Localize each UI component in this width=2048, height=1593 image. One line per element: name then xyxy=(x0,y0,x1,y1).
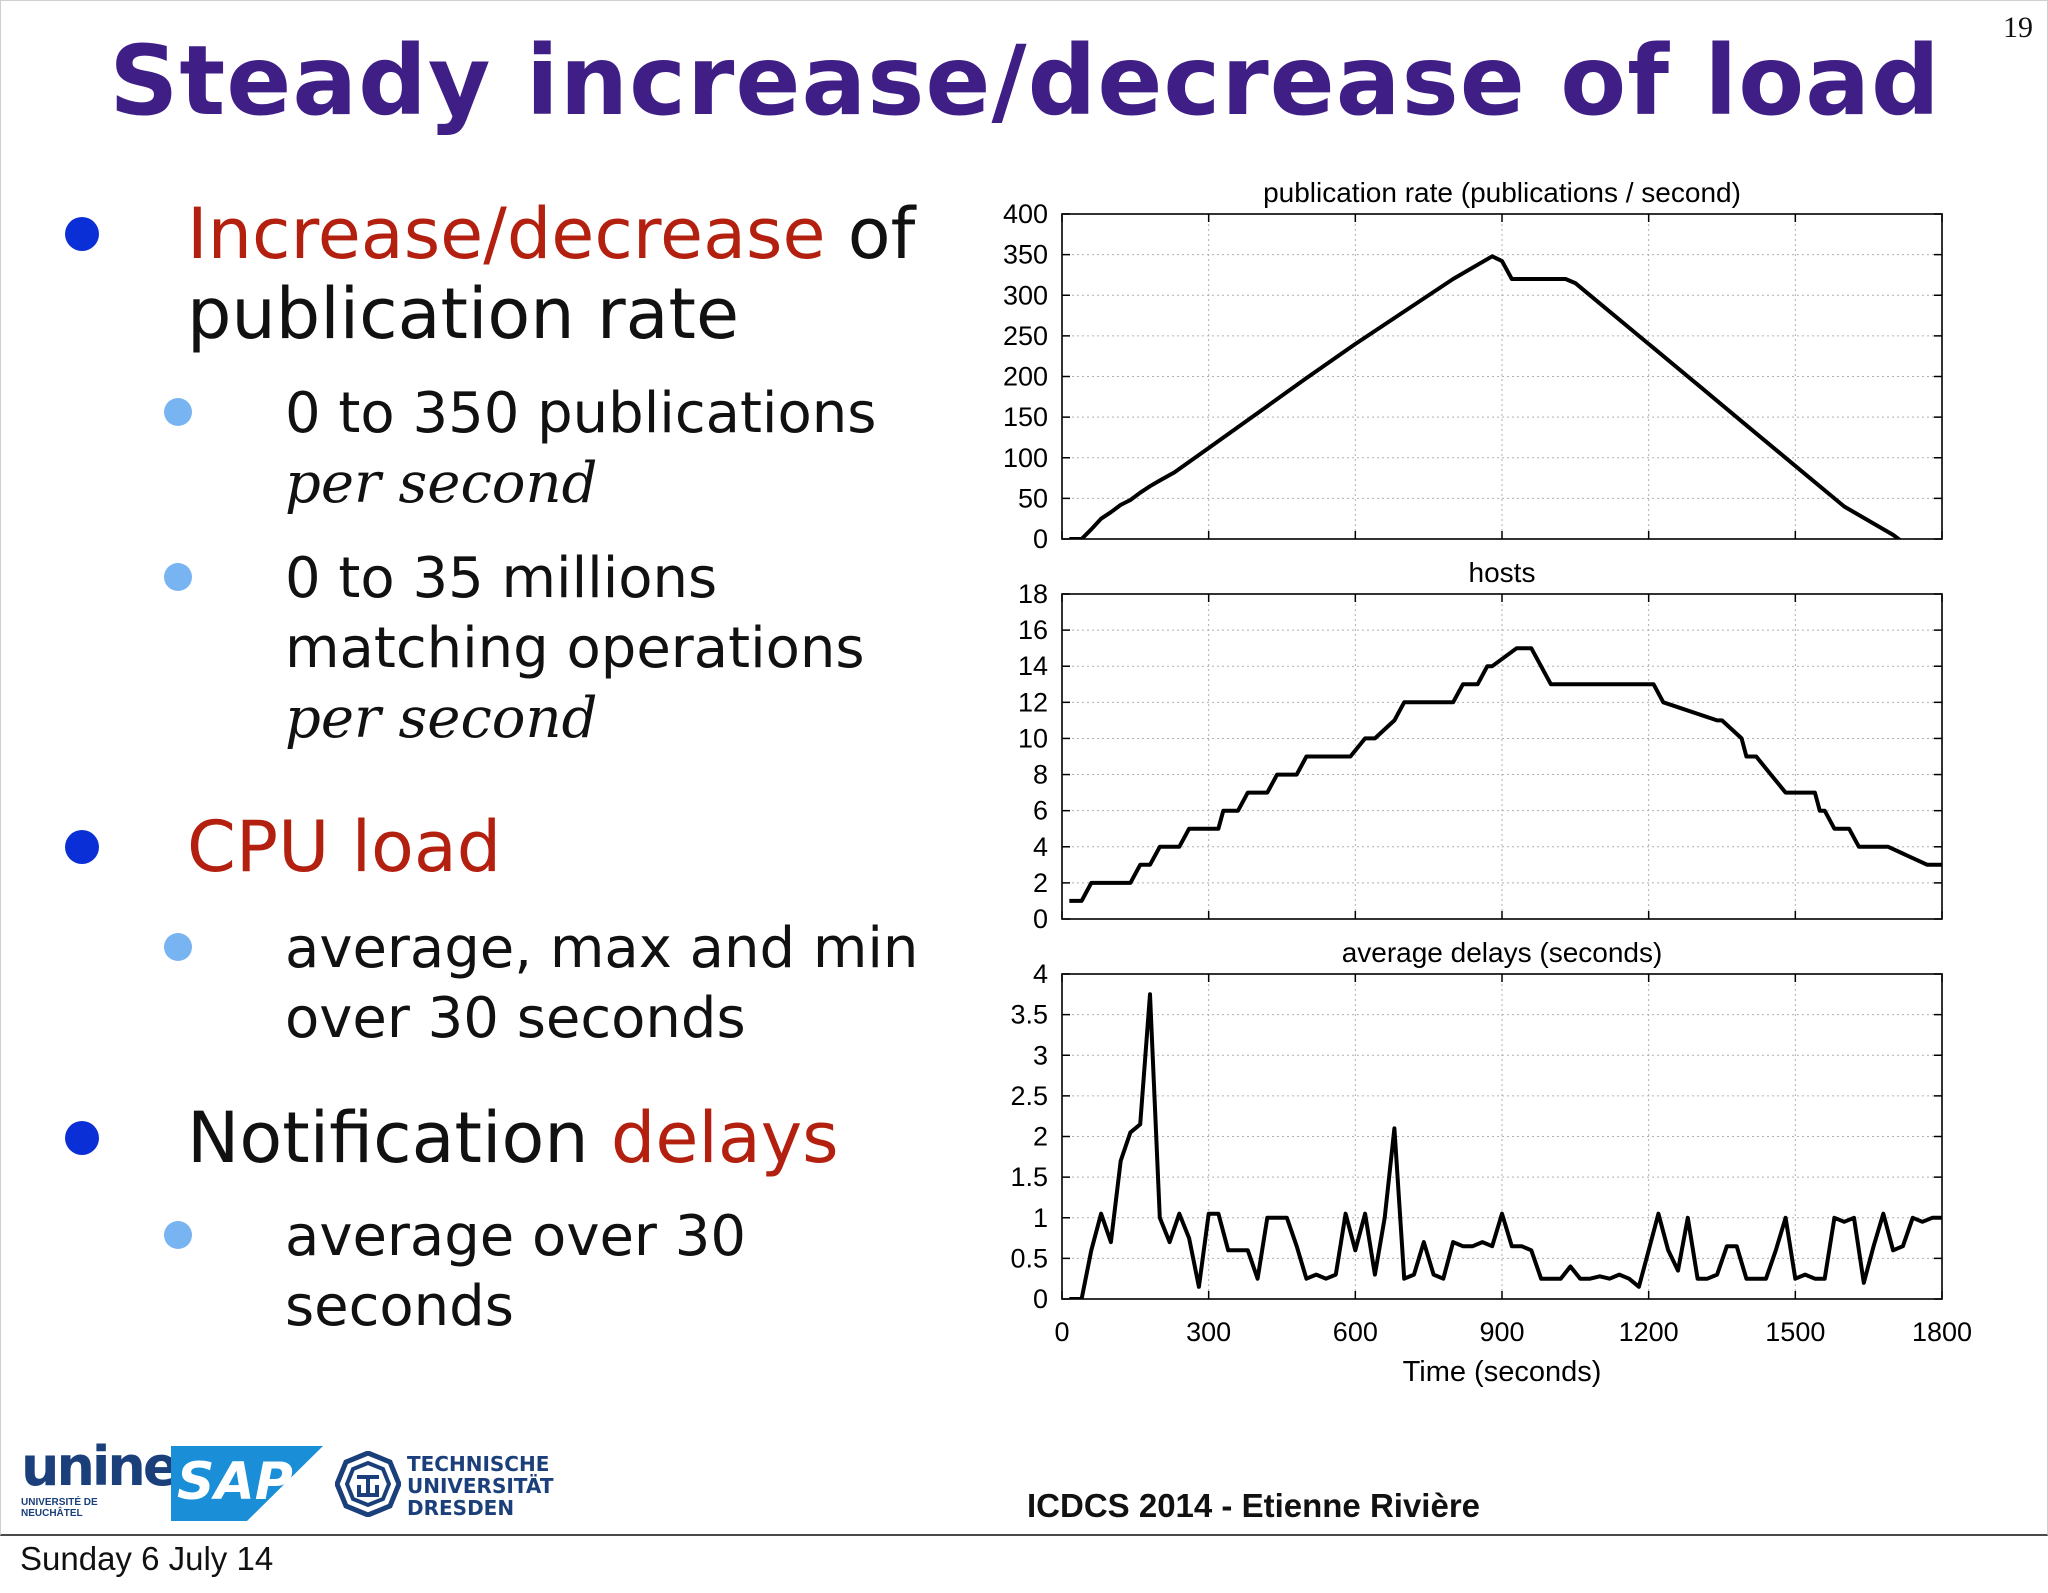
sub-bullet-text: 0 to 350 publications xyxy=(285,381,877,446)
sub-bullet-matching: 0 to 35 millions matching operations per… xyxy=(285,544,865,754)
sub-bullet-dot xyxy=(164,563,192,591)
unine-logo-text: unine xyxy=(21,1435,179,1498)
x-tick-label: 900 xyxy=(1479,1317,1524,1347)
y-tick-label: 4 xyxy=(1033,959,1048,989)
footer-conference: ICDCS 2014 - Etienne Rivière xyxy=(1027,1487,1481,1524)
sub-bullet-cpu: average, max and min over 30 seconds xyxy=(285,914,918,1054)
y-tick-label: 2 xyxy=(1033,1122,1048,1152)
tu-dresden-emblem-icon xyxy=(335,1451,401,1517)
y-tick-label: 400 xyxy=(1003,199,1048,229)
sub-bullet-text: matching operations xyxy=(285,616,865,681)
y-tick-label: 50 xyxy=(1018,483,1048,513)
y-tick-label: 16 xyxy=(1018,615,1048,645)
sub-bullet-text: average, max and min xyxy=(285,916,919,981)
slide-number: 19 xyxy=(2003,11,2033,44)
sap-logo-shape xyxy=(171,1446,323,1521)
unine-logo-subtext: NEUCHÂTEL xyxy=(21,1508,83,1519)
y-tick-label: 0 xyxy=(1033,1284,1048,1314)
bullet-dot xyxy=(65,1121,99,1155)
unine-logo-subtext: UNIVERSITÉ DE xyxy=(21,1497,98,1508)
y-tick-label: 1.5 xyxy=(1010,1162,1048,1192)
sap-logo: SAP xyxy=(171,1446,323,1521)
y-tick-label: 0 xyxy=(1033,904,1048,934)
y-tick-label: 2 xyxy=(1033,868,1048,898)
plot-frame xyxy=(1061,973,1943,1300)
y-tick-label: 200 xyxy=(1003,362,1048,392)
highlight-text: delays xyxy=(610,1097,839,1179)
slide: 19 Steady increase/decrease of load Incr… xyxy=(0,0,2048,1536)
tu-dresden-text: DRESDEN xyxy=(407,1496,515,1520)
y-tick-label: 0 xyxy=(1033,524,1048,554)
tu-dresden-text: TECHNISCHE xyxy=(407,1452,550,1476)
bullet-text: of xyxy=(825,193,916,275)
sap-logo-text: SAP xyxy=(177,1452,293,1512)
date-label: Sunday 6 July 14 xyxy=(20,1540,274,1577)
bullet-dot xyxy=(65,217,99,251)
y-tick-label: 3.5 xyxy=(1010,1000,1048,1030)
y-tick-label: 8 xyxy=(1033,760,1048,790)
x-tick-label: 0 xyxy=(1054,1317,1069,1347)
sub-bullet-dot xyxy=(164,398,192,426)
y-tick-label: 1 xyxy=(1033,1203,1048,1233)
bullet-text: publication rate xyxy=(187,273,740,355)
x-tick-label: 1200 xyxy=(1619,1317,1679,1347)
y-tick-label: 150 xyxy=(1003,402,1048,432)
sub-bullet-text: seconds xyxy=(285,1274,514,1339)
x-tick-label: 600 xyxy=(1333,1317,1378,1347)
chart-title: average delays (seconds) xyxy=(1342,937,1663,968)
y-tick-label: 2.5 xyxy=(1010,1081,1048,1111)
y-tick-label: 350 xyxy=(1003,240,1048,270)
y-tick-label: 14 xyxy=(1018,651,1048,681)
sub-bullet-publications: 0 to 350 publications per second xyxy=(285,379,876,519)
sub-bullet-delays: average over 30 seconds xyxy=(285,1202,746,1342)
y-tick-label: 3 xyxy=(1033,1040,1048,1070)
chart-title: hosts xyxy=(1469,557,1536,588)
y-tick-label: 6 xyxy=(1033,796,1048,826)
x-axis-label: Time (seconds) xyxy=(1403,1356,1602,1388)
bullet-dot xyxy=(65,830,99,864)
y-tick-label: 10 xyxy=(1018,723,1048,753)
sub-bullet-dot xyxy=(164,933,192,961)
plot-frame xyxy=(1061,213,1943,540)
unine-logo: unine UNIVERSITÉ DE NEUCHÂTEL xyxy=(21,1435,179,1529)
sub-bullet-text: per second xyxy=(285,451,598,516)
plot-frame xyxy=(1061,593,1943,920)
sub-bullet-dot xyxy=(164,1221,192,1249)
y-tick-label: 100 xyxy=(1003,443,1048,473)
bullet-publication-rate: Increase/decrease of publication rate xyxy=(187,194,915,354)
sub-bullet-text: 0 to 35 millions xyxy=(285,546,718,611)
chart-title: publication rate (publications / second) xyxy=(1263,177,1741,208)
series-line xyxy=(1069,646,1942,903)
y-tick-label: 0.5 xyxy=(1010,1243,1048,1273)
bullet-notification-delays: Notification delays xyxy=(187,1098,839,1178)
highlight-text: Increase/decrease xyxy=(187,193,826,275)
bullet-cpu-load: CPU load xyxy=(187,806,502,888)
y-tick-label: 4 xyxy=(1033,832,1048,862)
series-line xyxy=(1069,254,1902,539)
x-tick-label: 1500 xyxy=(1765,1317,1825,1347)
sub-bullet-text: average over 30 xyxy=(285,1204,746,1269)
y-tick-label: 250 xyxy=(1003,321,1048,351)
sub-bullet-text: over 30 seconds xyxy=(285,986,746,1051)
sub-bullet-text: per second xyxy=(285,686,598,751)
y-tick-label: 300 xyxy=(1003,280,1048,310)
slide-title: Steady increase/decrease of load xyxy=(109,25,1941,137)
y-tick-label: 18 xyxy=(1018,579,1048,609)
bullet-text: Notification xyxy=(187,1097,611,1179)
x-tick-label: 300 xyxy=(1186,1317,1231,1347)
tu-dresden-logo: TECHNISCHE UNIVERSITÄT DRESDEN xyxy=(335,1451,555,1521)
series-line xyxy=(1069,992,1942,1299)
y-tick-label: 12 xyxy=(1018,687,1048,717)
tu-dresden-text: UNIVERSITÄT xyxy=(407,1474,554,1498)
x-tick-label: 1800 xyxy=(1912,1317,1972,1347)
